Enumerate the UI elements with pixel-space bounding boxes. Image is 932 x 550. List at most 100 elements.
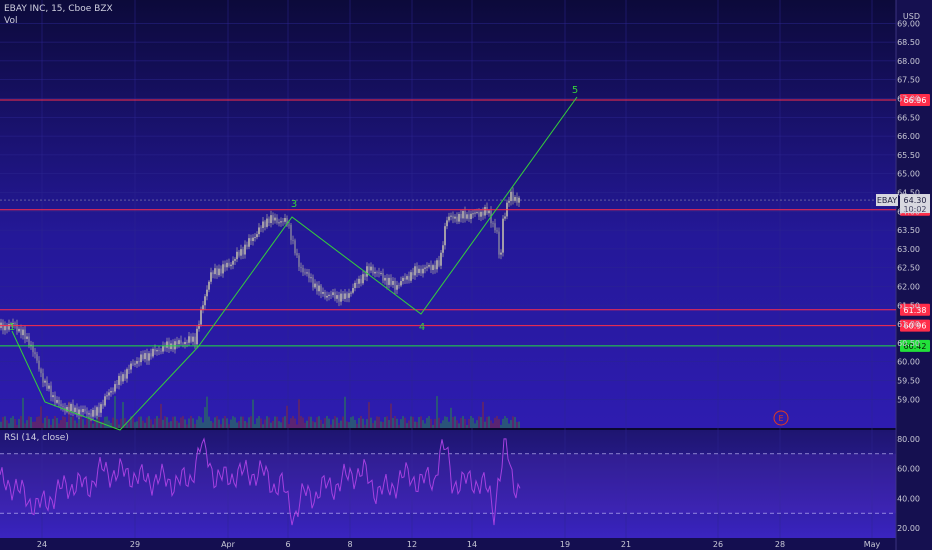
volume-bar [206, 396, 208, 428]
candle-body [348, 293, 350, 298]
price-axis[interactable]: 69.00 68.50 68.00 67.50 67.00 66.50 66.00 65.50… [897, 19, 920, 533]
candle-body [342, 293, 344, 299]
volume-bar [320, 419, 322, 428]
level-price-tag [900, 339, 930, 352]
candle-body [4, 325, 6, 331]
candle-body [224, 264, 226, 268]
volume-bar [334, 416, 336, 428]
volume-bar [238, 420, 240, 428]
candle-body [426, 266, 428, 268]
volume-bar [216, 416, 218, 428]
candle-body [60, 404, 62, 406]
volume-bar [112, 417, 114, 428]
symbol-legend[interactable]: EBAY INC, 15, Cboe BZX [4, 4, 113, 14]
candle-body [102, 404, 104, 406]
volume-bar [290, 418, 292, 428]
volume-bar [58, 423, 60, 428]
candle-body [84, 408, 86, 412]
volume-bar [412, 416, 414, 428]
candle-body [496, 230, 498, 232]
time-tick-label: 14 [467, 540, 477, 549]
price-tick-label: 68.50 [897, 38, 920, 47]
volume-bar [256, 418, 258, 428]
volume-bar [496, 416, 498, 428]
candle-body [262, 221, 264, 228]
candle-body [238, 251, 240, 256]
time-axis[interactable]: 24 29 Apr 6 8 12 14 19 21 26 28 May [37, 540, 881, 549]
volume-bar [208, 416, 210, 428]
price-tick-label: 60.50 [897, 339, 920, 348]
candle-body [12, 323, 14, 324]
candle-body [18, 328, 20, 332]
volume-legend[interactable]: Vol [4, 16, 18, 26]
volume-bar [440, 423, 442, 428]
volume-bar [210, 420, 212, 428]
volume-bar [278, 421, 280, 428]
earnings-marker-label: E [778, 414, 783, 423]
volume-bar [304, 422, 306, 428]
candle-body [42, 373, 44, 383]
candle-body [248, 238, 250, 247]
candle-body [354, 282, 356, 289]
wave-label: 4 [419, 322, 425, 333]
price-tick-label: 62.00 [897, 282, 920, 291]
candle-body [24, 329, 26, 339]
volume-bar [328, 418, 330, 428]
price-tick-label: 68.00 [897, 57, 920, 66]
volume-bar [148, 416, 150, 428]
volume-bar [172, 416, 174, 428]
volume-bar [298, 399, 300, 428]
volume-bar [28, 416, 30, 428]
volume-bar [266, 416, 268, 428]
volume-bars [0, 396, 520, 428]
volume-bar [398, 424, 400, 428]
volume-bar [392, 417, 394, 428]
candle-body [46, 380, 48, 389]
candle-body [286, 218, 288, 225]
volume-bar [416, 421, 418, 428]
volume-bar [444, 416, 446, 428]
symbol-tag-label: EBAY [877, 196, 897, 205]
price-tick-label: 65.00 [897, 170, 920, 179]
rsi-legend[interactable]: RSI (14, close) [4, 433, 69, 443]
earnings-marker [773, 410, 789, 426]
time-tick-label: May [864, 540, 881, 549]
wave-label: 1 [9, 322, 15, 333]
candle-body [178, 340, 180, 345]
volume-bar [90, 418, 92, 428]
volume-bar [246, 422, 248, 428]
candle-body [378, 272, 380, 274]
price-tick-label: 67.00 [897, 94, 920, 103]
candle-body [338, 295, 340, 302]
volume-bar [36, 416, 38, 428]
candle-body [2, 322, 4, 331]
candle-body [452, 215, 454, 219]
candle-body [44, 380, 46, 383]
candle-body [272, 215, 274, 221]
candle-body [324, 292, 326, 298]
volume-bar [340, 420, 342, 428]
volume-bar [366, 419, 368, 428]
candle-body [216, 268, 218, 276]
candle-body [184, 341, 186, 345]
volume-bar [220, 424, 222, 428]
volume-bar [248, 417, 250, 428]
candle-body [160, 350, 162, 352]
candle-body [112, 391, 114, 392]
candle-body [374, 271, 376, 274]
candle-body [280, 221, 282, 223]
volume-bar [462, 416, 464, 428]
candle-body [368, 266, 370, 271]
volume-bar [458, 423, 460, 428]
candle-body [370, 266, 372, 271]
volume-bar [146, 417, 148, 428]
candle-body [312, 277, 314, 288]
volume-bar [384, 417, 386, 428]
candle-body [498, 231, 500, 255]
volume-bar [296, 424, 298, 428]
volume-bar [292, 416, 294, 428]
candle-body [330, 294, 332, 296]
volume-bar [234, 417, 236, 428]
candle-body [372, 266, 374, 274]
volume-bar [502, 418, 504, 428]
